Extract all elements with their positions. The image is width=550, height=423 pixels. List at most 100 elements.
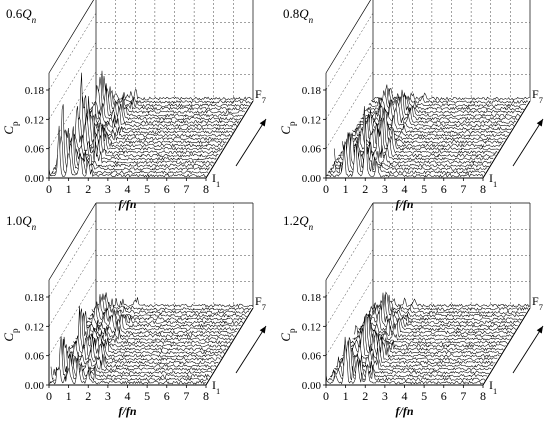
depth-arrow-head	[259, 119, 266, 127]
series-line	[338, 335, 496, 365]
x-tick-label: 1	[343, 389, 349, 403]
y-tick-label: 0.18	[302, 292, 322, 304]
x-tick-label: 7	[183, 182, 189, 196]
series-line	[372, 297, 531, 308]
left-grid	[48, 278, 97, 356]
y-tick-label: 0.00	[25, 173, 45, 185]
left-grid	[48, 219, 97, 298]
series-fill	[358, 101, 516, 125]
left-grid	[325, 219, 374, 298]
series-fill	[332, 347, 490, 375]
series-fill	[49, 352, 206, 385]
left-grid	[325, 71, 374, 149]
y-tick-label: 0.12	[25, 321, 44, 333]
series-fill	[332, 135, 490, 168]
depth-axis	[205, 307, 254, 386]
x-tick-label: 7	[460, 389, 466, 403]
depth-end-label: F7	[532, 87, 543, 105]
y-axis-label: Cp	[1, 328, 20, 342]
chart-panel-1: 0 1 2 3 4 5 6 7 8 0.00 0.06 0.12 0.18 f/fn Cp I1 F7 0.6Qn	[1, 0, 267, 211]
series-fill	[81, 315, 239, 332]
x-tick-label: 3	[105, 182, 111, 196]
depth-arrow-head	[536, 326, 543, 334]
series-line	[325, 117, 484, 178]
left-top-edge	[325, 0, 371, 74]
series-fill	[65, 121, 223, 152]
depth-arrow-shaft	[235, 325, 267, 374]
series-line	[81, 103, 239, 125]
series-line	[95, 292, 254, 308]
series-fill	[77, 320, 235, 339]
chart-panel-2: 0 1 2 3 4 5 6 7 8 0.00 0.06 0.12 0.18 f/fn Cp I1 F7 0.8Qn	[278, 0, 544, 211]
x-axis-label: f/fn	[119, 404, 137, 418]
depth-start-label: I1	[489, 378, 497, 396]
series-fill	[352, 109, 510, 135]
x-tick-label: 7	[460, 182, 466, 196]
series-fill	[373, 88, 530, 101]
y-tick-label: 0.06	[302, 351, 322, 363]
series-fill	[87, 301, 245, 322]
series-fill	[57, 351, 215, 372]
y-tick-label: 0.00	[302, 173, 322, 185]
series-line	[67, 106, 225, 148]
x-tick-label: 8	[480, 182, 486, 196]
y-tick-label: 0.06	[302, 144, 322, 156]
depth-end-label: F7	[255, 294, 266, 312]
series-fill	[63, 123, 221, 155]
series-fill	[79, 106, 237, 128]
series-line	[75, 311, 233, 342]
y-axis-label: Cp	[1, 121, 20, 135]
chart-panel-4: 0 1 2 3 4 5 6 7 8 0.00 0.06 0.12 0.18 f/fn Cp I1 F7 1.2Qn	[278, 202, 544, 418]
depth-axis	[482, 100, 531, 179]
depth-arrow-shaft	[512, 118, 544, 167]
depth-arrow-head	[259, 326, 266, 334]
x-tick-label: 3	[382, 182, 388, 196]
x-tick-label: 1	[66, 182, 72, 196]
series-fill	[96, 292, 253, 308]
x-tick-label: 0	[46, 389, 52, 403]
series-fill	[340, 128, 498, 155]
series-line	[95, 83, 254, 101]
y-tick-label: 0.00	[302, 380, 322, 392]
x-tick-label: 5	[144, 389, 150, 403]
left-grid	[48, 249, 97, 327]
series-line	[354, 322, 512, 338]
series-line	[327, 340, 486, 382]
depth-arrow-head	[536, 119, 543, 127]
series-fill	[49, 125, 206, 178]
series-fill	[338, 124, 496, 158]
left-grid	[48, 71, 97, 149]
left-grid	[48, 12, 97, 91]
series-fill	[356, 108, 514, 128]
depth-axis	[482, 307, 531, 386]
x-tick-label: 4	[125, 389, 131, 403]
x-tick-label: 3	[105, 389, 111, 403]
series-fill	[368, 84, 526, 108]
left-top-edge	[48, 0, 94, 74]
y-tick-label: 0.18	[25, 292, 45, 304]
x-tick-label: 4	[402, 389, 408, 403]
panel-title: 0.6Qn	[6, 6, 37, 25]
x-tick-label: 2	[362, 182, 368, 196]
x-tick-label: 2	[362, 389, 368, 403]
series-fill	[350, 114, 508, 138]
series-fill	[352, 327, 510, 342]
series-fill	[371, 88, 528, 105]
series-fill	[59, 346, 217, 369]
x-tick-label: 8	[203, 389, 209, 403]
x-tick-label: 7	[183, 389, 189, 403]
series-line	[356, 317, 514, 335]
x-tick-label: 2	[85, 182, 91, 196]
series-line	[342, 327, 500, 358]
depth-start-label: I1	[212, 378, 220, 396]
series-line	[344, 316, 502, 355]
y-tick-label: 0.18	[302, 85, 322, 97]
x-tick-label: 6	[164, 182, 170, 196]
series-fill	[63, 333, 221, 362]
series-line	[61, 135, 219, 158]
chart-panel-3: 0 1 2 3 4 5 6 7 8 0.00 0.06 0.12 0.18 f/fn Cp I1 F7 1.0Qn	[1, 202, 267, 418]
x-axis-label: f/fn	[396, 197, 414, 211]
depth-end-label: F7	[532, 294, 543, 312]
series-fill	[94, 293, 251, 312]
